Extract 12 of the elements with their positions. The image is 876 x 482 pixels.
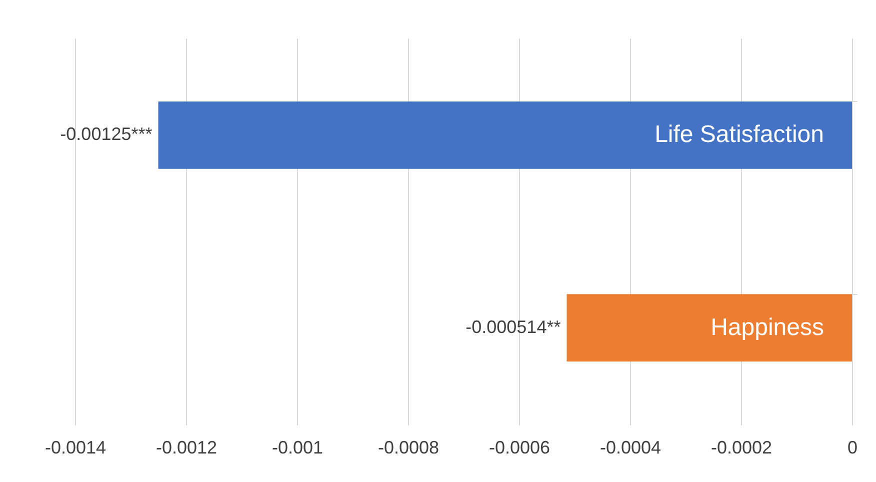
x-tick-label: -0.0012 xyxy=(156,438,218,458)
y-tick-label: Happiness xyxy=(710,314,824,341)
y-tick-label: Life Satisfaction xyxy=(654,121,824,148)
x-tick-label: -0.0014 xyxy=(44,438,106,458)
x-tick-label: 0 xyxy=(847,438,858,458)
x-tick-label: -0.0002 xyxy=(710,438,772,458)
data-label: -0.000514** xyxy=(466,316,561,337)
x-tick-label: -0.0004 xyxy=(600,438,662,458)
x-tick-label: -0.0006 xyxy=(488,438,550,458)
x-tick-label: -0.001 xyxy=(272,438,324,458)
x-tick-label: -0.0008 xyxy=(378,438,440,458)
data-label: -0.00125*** xyxy=(60,124,152,144)
